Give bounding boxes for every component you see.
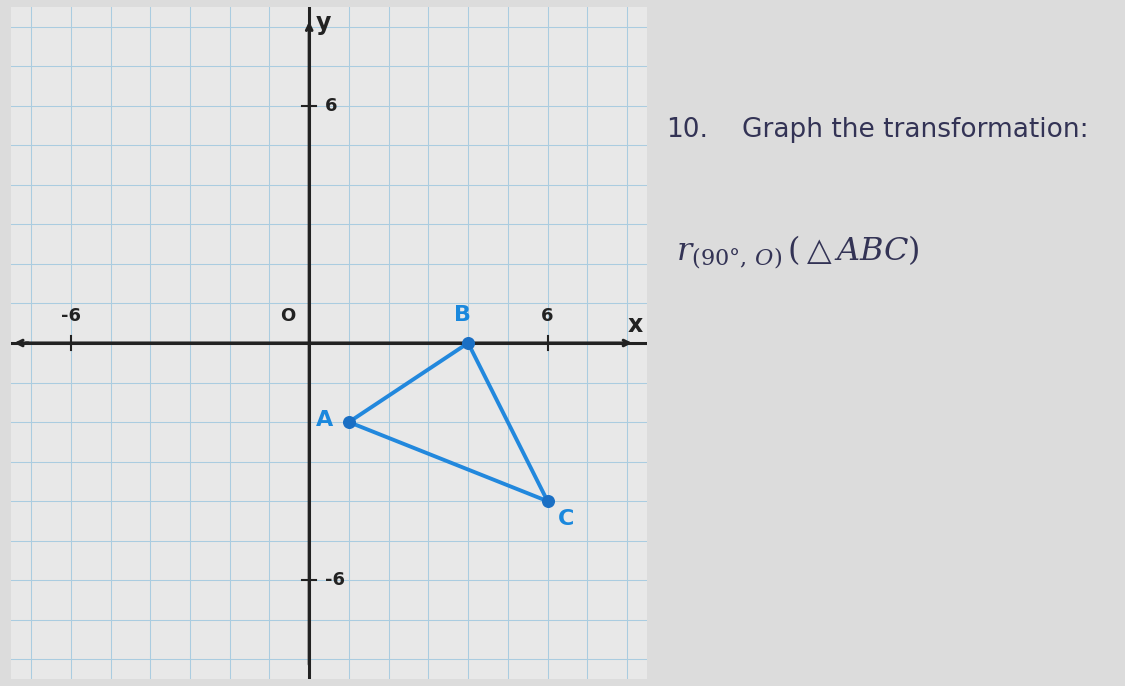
Point	[539, 496, 557, 507]
Point	[459, 338, 477, 348]
Text: 6: 6	[541, 307, 554, 325]
Text: O: O	[280, 307, 295, 325]
Text: y: y	[315, 11, 331, 35]
Text: -6: -6	[61, 307, 81, 325]
Text: C: C	[558, 509, 574, 529]
Text: Graph the transformation:: Graph the transformation:	[742, 117, 1089, 143]
Text: A: A	[316, 410, 333, 430]
Text: B: B	[453, 305, 470, 325]
Text: 10.: 10.	[666, 117, 708, 143]
Text: -6: -6	[325, 571, 345, 589]
Text: x: x	[628, 314, 642, 338]
Point	[340, 416, 358, 427]
Text: $r_{(90°,\,O)}$$\,(\triangle ABC)$: $r_{(90°,\,O)}$$\,(\triangle ABC)$	[675, 233, 919, 271]
Text: 6: 6	[325, 97, 338, 115]
